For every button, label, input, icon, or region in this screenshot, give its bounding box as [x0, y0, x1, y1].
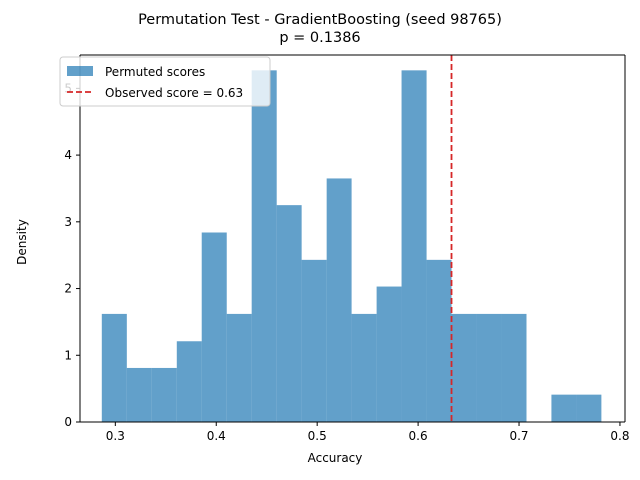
y-axis-ticks: 012345: [64, 81, 80, 429]
histogram-bar: [476, 313, 502, 422]
histogram-bar: [451, 313, 477, 422]
legend-frame: [59, 56, 271, 107]
histogram-bar: [301, 259, 327, 422]
x-axis-ticks: 0.3 0.4 0.5 0.6 0.7 0.8: [106, 422, 630, 443]
x-axis-label: Accuracy: [308, 451, 363, 465]
histogram-bar: [426, 259, 452, 422]
histogram-bar: [251, 70, 277, 422]
histogram-bar: [101, 313, 127, 422]
histogram-bar: [401, 70, 427, 422]
axes-frame: [79, 54, 626, 423]
histogram-bar: [576, 394, 602, 422]
histogram-bar: [126, 367, 152, 422]
bars-layer: [101, 70, 602, 422]
x-tick-label: 0.8: [610, 429, 629, 443]
legend-label-observed: Observed score = 0.63: [105, 86, 243, 100]
histogram-bar: [151, 367, 177, 422]
histogram-bar: [201, 232, 227, 422]
histogram-bar: [326, 178, 352, 422]
histogram-bar: [376, 286, 402, 422]
legend-swatch-permuted: [67, 66, 93, 76]
histogram-bar: [551, 394, 577, 422]
y-axis-label: Density: [15, 219, 29, 265]
x-tick-label: 0.5: [308, 429, 327, 443]
chart-title: Permutation Test - GradientBoosting (see…: [138, 12, 502, 28]
y-tick-label: 1: [64, 348, 72, 362]
histogram-bar: [501, 313, 527, 422]
x-tick-label: 0.3: [106, 429, 125, 443]
y-tick-label: 3: [64, 215, 72, 229]
x-tick-label: 0.7: [509, 429, 528, 443]
x-tick-label: 0.4: [207, 429, 226, 443]
y-tick-label: 0: [64, 415, 72, 429]
histogram-bar: [176, 341, 202, 422]
histogram-bar: [351, 313, 377, 422]
histogram-bar: [226, 313, 252, 422]
x-tick-label: 0.6: [409, 429, 428, 443]
legend-label-permuted: Permuted scores: [105, 65, 205, 79]
legend: Permuted scores Observed score = 0.63: [59, 56, 271, 107]
y-tick-label: 2: [64, 282, 72, 296]
histogram-bar: [276, 205, 302, 422]
y-tick-label: 4: [64, 148, 72, 162]
chart-subtitle: p = 0.1386: [279, 30, 361, 46]
